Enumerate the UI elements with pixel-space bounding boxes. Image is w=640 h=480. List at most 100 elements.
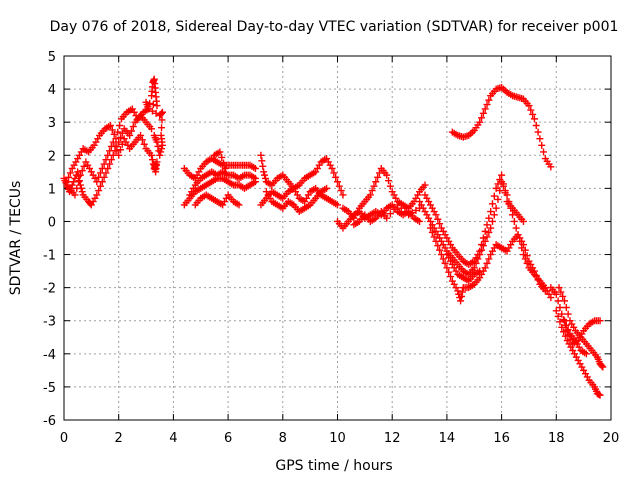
data-point <box>483 221 491 229</box>
series-evening-decline <box>547 284 607 399</box>
data-point <box>487 224 495 232</box>
data-points <box>60 75 607 399</box>
data-point <box>561 332 569 340</box>
data-point <box>492 184 500 192</box>
data-point <box>113 147 121 155</box>
data-point <box>117 146 125 154</box>
data-point <box>439 255 447 263</box>
data-point <box>148 125 156 133</box>
data-point <box>434 215 442 223</box>
data-point <box>521 246 529 254</box>
data-point <box>66 169 74 177</box>
data-point <box>426 224 434 232</box>
data-point <box>564 326 572 334</box>
data-point <box>108 126 116 134</box>
data-point <box>432 237 440 245</box>
data-point <box>556 303 564 311</box>
data-point <box>501 189 509 197</box>
y-tick-label: -6 <box>43 414 56 429</box>
data-point <box>386 182 394 190</box>
data-point <box>80 162 88 170</box>
data-point <box>95 187 103 195</box>
data-point <box>483 259 491 267</box>
data-point <box>560 328 568 336</box>
data-point <box>370 182 378 190</box>
data-point <box>558 310 566 318</box>
data-point <box>478 114 486 122</box>
data-point <box>445 268 453 276</box>
data-point <box>368 187 376 195</box>
data-point <box>552 307 560 315</box>
data-point <box>251 165 259 173</box>
data-point <box>148 151 156 159</box>
data-point <box>71 174 79 182</box>
data-point <box>138 136 146 144</box>
data-point <box>523 252 531 260</box>
x-tick-label: 18 <box>548 431 565 446</box>
data-point <box>525 102 533 110</box>
data-point <box>150 161 158 169</box>
y-tick-label: 4 <box>48 83 56 98</box>
series-late-afternoon-dip <box>416 171 555 305</box>
x-tick-label: 2 <box>115 431 123 446</box>
data-point <box>478 241 486 249</box>
data-point <box>447 273 455 281</box>
data-point <box>332 173 340 181</box>
data-point <box>261 174 269 182</box>
data-point <box>148 107 156 115</box>
data-point <box>558 323 566 331</box>
data-point <box>158 141 166 149</box>
series-high-arc <box>448 83 555 171</box>
data-point <box>476 118 484 126</box>
data-point <box>527 106 535 114</box>
data-point <box>401 208 409 216</box>
data-point <box>153 102 161 110</box>
data-point <box>479 109 487 117</box>
data-point <box>221 165 229 173</box>
data-point <box>111 142 119 150</box>
series-morning-band <box>180 148 259 209</box>
data-point <box>498 171 506 179</box>
data-point <box>536 135 544 143</box>
series-early-morning-cluster <box>60 75 166 209</box>
data-point <box>148 156 156 164</box>
data-point <box>443 264 451 272</box>
data-point <box>519 217 527 225</box>
series-midday-band <box>257 151 347 216</box>
data-point <box>485 96 493 104</box>
data-point <box>557 288 565 296</box>
data-point <box>434 242 442 250</box>
data-point <box>534 128 542 136</box>
data-point <box>235 201 243 209</box>
data-point <box>519 251 527 259</box>
data-point <box>118 140 126 148</box>
data-point <box>115 151 123 159</box>
y-axis-label: SDTVAR / TECUs <box>8 181 24 296</box>
data-point <box>385 177 393 185</box>
data-point <box>488 200 496 208</box>
data-point <box>65 173 73 181</box>
data-point <box>386 210 394 218</box>
data-point <box>538 141 546 149</box>
y-tick-label: 1 <box>48 182 56 197</box>
data-point <box>487 208 495 216</box>
data-point <box>102 156 110 164</box>
y-tick-label: -3 <box>43 315 56 330</box>
data-point <box>383 214 391 222</box>
data-point <box>582 350 590 358</box>
y-tick-label: 3 <box>48 116 56 131</box>
data-point <box>485 255 493 263</box>
data-point <box>547 163 555 171</box>
data-point <box>63 178 71 186</box>
data-point <box>430 233 438 241</box>
data-point <box>534 276 542 284</box>
data-point <box>323 184 331 192</box>
data-point <box>149 101 157 109</box>
data-point <box>559 292 567 300</box>
data-point <box>490 211 498 219</box>
data-point <box>98 165 106 173</box>
y-tick-label: 0 <box>48 215 56 230</box>
data-point <box>564 310 572 318</box>
data-point <box>454 287 462 295</box>
data-point <box>100 160 108 168</box>
